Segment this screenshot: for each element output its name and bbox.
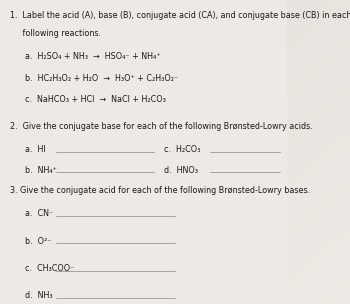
- Text: 3. Give the conjugate acid for each of the following Brønsted-Lowry bases.: 3. Give the conjugate acid for each of t…: [10, 186, 311, 195]
- Text: following reactions.: following reactions.: [10, 29, 102, 39]
- Text: a.  HI: a. HI: [25, 145, 45, 154]
- Text: c.  H₂CO₃: c. H₂CO₃: [164, 145, 201, 154]
- Text: c.  CH₃COO⁻: c. CH₃COO⁻: [25, 264, 74, 273]
- Text: d.  NH₃: d. NH₃: [25, 291, 52, 300]
- Text: a.  H₂SO₄ + NH₃  →  HSO₄⁻ + NH₄⁺: a. H₂SO₄ + NH₃ → HSO₄⁻ + NH₄⁺: [25, 52, 160, 61]
- FancyBboxPatch shape: [0, 0, 287, 304]
- Text: b.  NH₄⁺: b. NH₄⁺: [25, 166, 56, 175]
- Text: 1.  Label the acid (A), base (B), conjugate acid (CA), and conjugate base (CB) i: 1. Label the acid (A), base (B), conjuga…: [10, 11, 350, 20]
- Text: d.  HNO₃: d. HNO₃: [164, 166, 198, 175]
- Text: b.  O²⁻: b. O²⁻: [25, 237, 51, 246]
- Text: 2.  Give the conjugate base for each of the following Brønsted-Lowry acids.: 2. Give the conjugate base for each of t…: [10, 122, 313, 131]
- Text: c.  NaHCO₃ + HCl  →  NaCl + H₂CO₃: c. NaHCO₃ + HCl → NaCl + H₂CO₃: [25, 95, 165, 104]
- Text: b.  HC₂H₃O₂ + H₂O  →  H₃O⁺ + C₂H₃O₂⁻: b. HC₂H₃O₂ + H₂O → H₃O⁺ + C₂H₃O₂⁻: [25, 74, 178, 83]
- Text: a.  CN⁻: a. CN⁻: [25, 209, 53, 218]
